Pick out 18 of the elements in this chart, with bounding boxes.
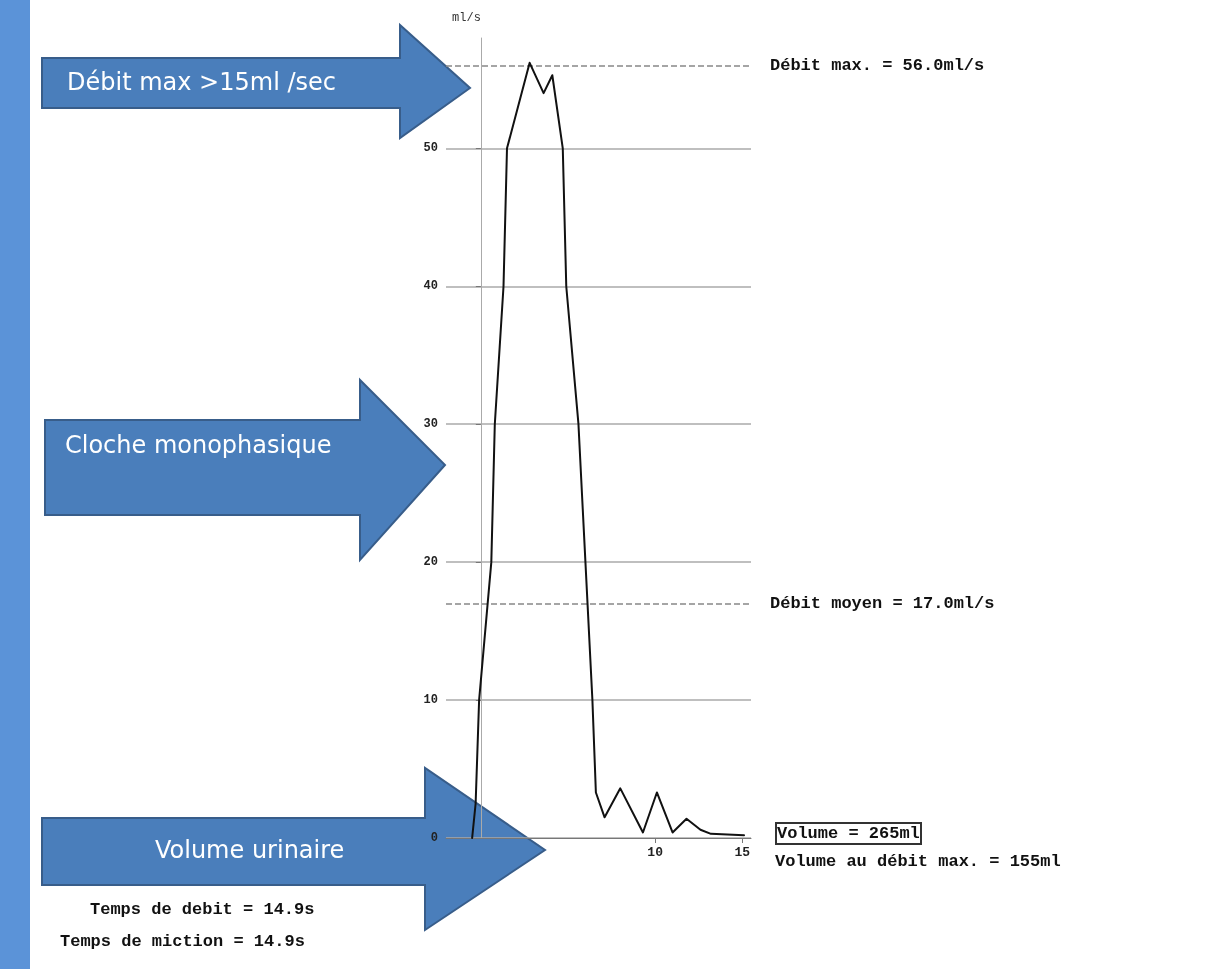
ref-line-label: Débit max. = 56.0ml/s xyxy=(770,56,985,76)
text: Cloche monophasique xyxy=(65,430,333,461)
text: Temps de miction = 14.9s xyxy=(60,932,305,951)
y-axis-title: ml/s xyxy=(452,11,481,25)
text: Volume au débit max. = 155ml xyxy=(775,852,1061,871)
text: Débit max >15ml /sec xyxy=(67,68,336,96)
text: Volume = 265ml xyxy=(775,822,922,845)
line-series xyxy=(471,61,746,839)
text: Volume urinaire xyxy=(155,836,345,864)
ref-line-label: Débit moyen = 17.0ml/s xyxy=(770,594,995,614)
y-tick-label: 0 xyxy=(430,831,438,845)
y-tick-label: 10 xyxy=(423,693,438,708)
y-tick-label: 30 xyxy=(423,417,438,432)
text: Temps de debit = 14.9s xyxy=(90,900,315,919)
x-tick-label: 15 xyxy=(734,845,751,860)
y-tick-label: 20 xyxy=(423,555,438,570)
y-tick-label: 50 xyxy=(423,141,438,156)
y-tick-label: 40 xyxy=(423,279,438,294)
